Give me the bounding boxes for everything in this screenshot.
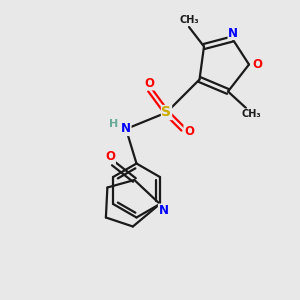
Text: S: S <box>161 106 172 119</box>
Text: O: O <box>105 150 116 164</box>
Text: O: O <box>144 77 154 90</box>
Text: N: N <box>158 204 169 217</box>
Text: CH₃: CH₃ <box>242 109 261 119</box>
Text: CH₃: CH₃ <box>179 15 199 26</box>
Text: N: N <box>121 122 131 136</box>
Text: O: O <box>184 125 194 139</box>
Text: H: H <box>109 118 118 129</box>
Text: O: O <box>252 58 262 71</box>
Text: N: N <box>228 26 238 40</box>
